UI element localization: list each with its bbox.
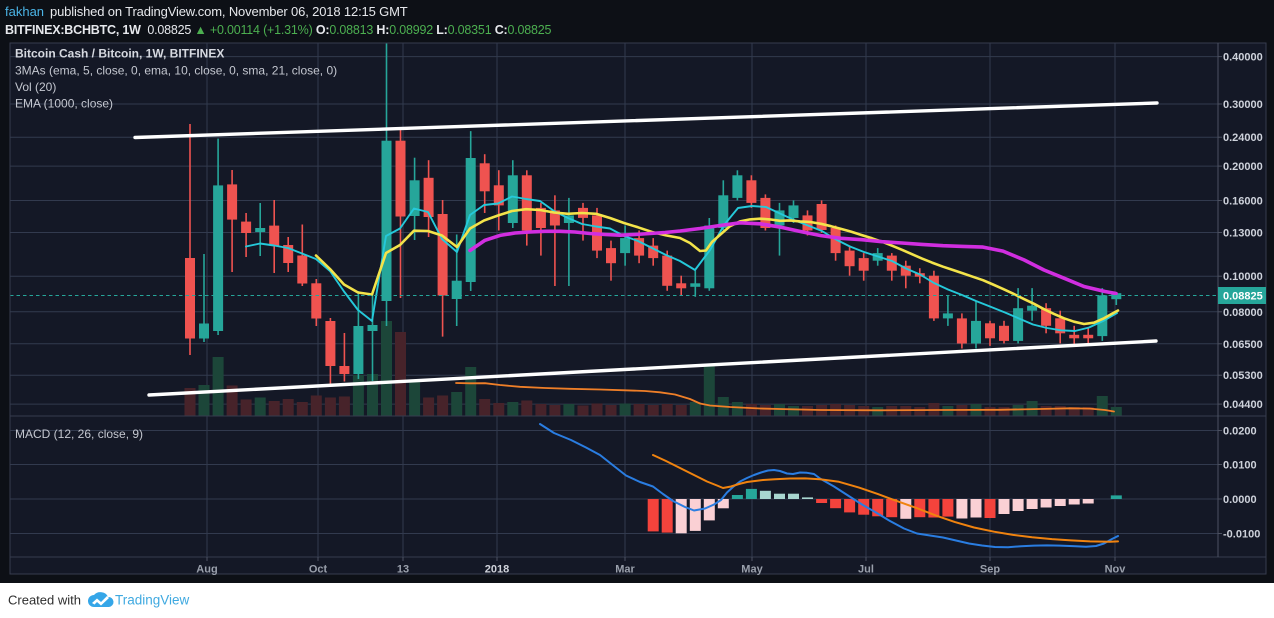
svg-text:Bitcoin Cash / Bitcoin, 1W, BI: Bitcoin Cash / Bitcoin, 1W, BITFINEX xyxy=(15,47,224,61)
svg-text:TradingView: TradingView xyxy=(115,593,190,608)
svg-text:0.0100: 0.0100 xyxy=(1223,460,1257,472)
svg-text:Oct: Oct xyxy=(309,564,328,576)
svg-text:Vol (20): Vol (20) xyxy=(15,80,56,94)
svg-text:BITFINEX:BCHBTC, 1W 0.08825 ▲: BITFINEX:BCHBTC, 1W 0.08825 ▲ +0.00114 (… xyxy=(5,23,552,37)
svg-text:0.30000: 0.30000 xyxy=(1223,99,1263,111)
svg-text:0.10000: 0.10000 xyxy=(1223,271,1263,283)
svg-text:-0.0100: -0.0100 xyxy=(1223,529,1260,541)
svg-text:0.08000: 0.08000 xyxy=(1223,307,1263,319)
svg-text:0.04400: 0.04400 xyxy=(1223,399,1263,411)
svg-text:0.24000: 0.24000 xyxy=(1223,132,1263,144)
svg-text:0.40000: 0.40000 xyxy=(1223,52,1263,64)
svg-text:EMA (1000, close): EMA (1000, close) xyxy=(15,97,113,111)
svg-text:13: 13 xyxy=(397,564,409,576)
svg-text:fakhan: fakhan xyxy=(5,4,44,19)
svg-text:0.20000: 0.20000 xyxy=(1223,161,1263,173)
svg-text:0.05300: 0.05300 xyxy=(1223,370,1263,382)
svg-text:2018: 2018 xyxy=(485,564,509,576)
svg-text:Aug: Aug xyxy=(196,564,217,576)
svg-text:Sep: Sep xyxy=(980,564,1000,576)
svg-text:0.0000: 0.0000 xyxy=(1223,494,1257,506)
svg-text:0.0200: 0.0200 xyxy=(1223,426,1257,438)
svg-text:May: May xyxy=(741,564,763,576)
svg-text:3MAs (ema, 5, close, 0, ema, 1: 3MAs (ema, 5, close, 0, ema, 10, close, … xyxy=(15,64,337,78)
svg-text:Jul: Jul xyxy=(858,564,874,576)
svg-text:0.13000: 0.13000 xyxy=(1223,228,1263,240)
svg-text:published on TradingView.com,: published on TradingView.com, November 0… xyxy=(50,4,408,19)
svg-text:0.06500: 0.06500 xyxy=(1223,339,1263,351)
svg-text:MACD (12, 26, close, 9): MACD (12, 26, close, 9) xyxy=(15,427,143,441)
svg-text:Created with: Created with xyxy=(8,593,81,608)
svg-text:0.08825: 0.08825 xyxy=(1223,291,1263,303)
svg-text:0.16000: 0.16000 xyxy=(1223,196,1263,208)
svg-text:Nov: Nov xyxy=(1105,564,1127,576)
svg-text:Mar: Mar xyxy=(615,564,635,576)
